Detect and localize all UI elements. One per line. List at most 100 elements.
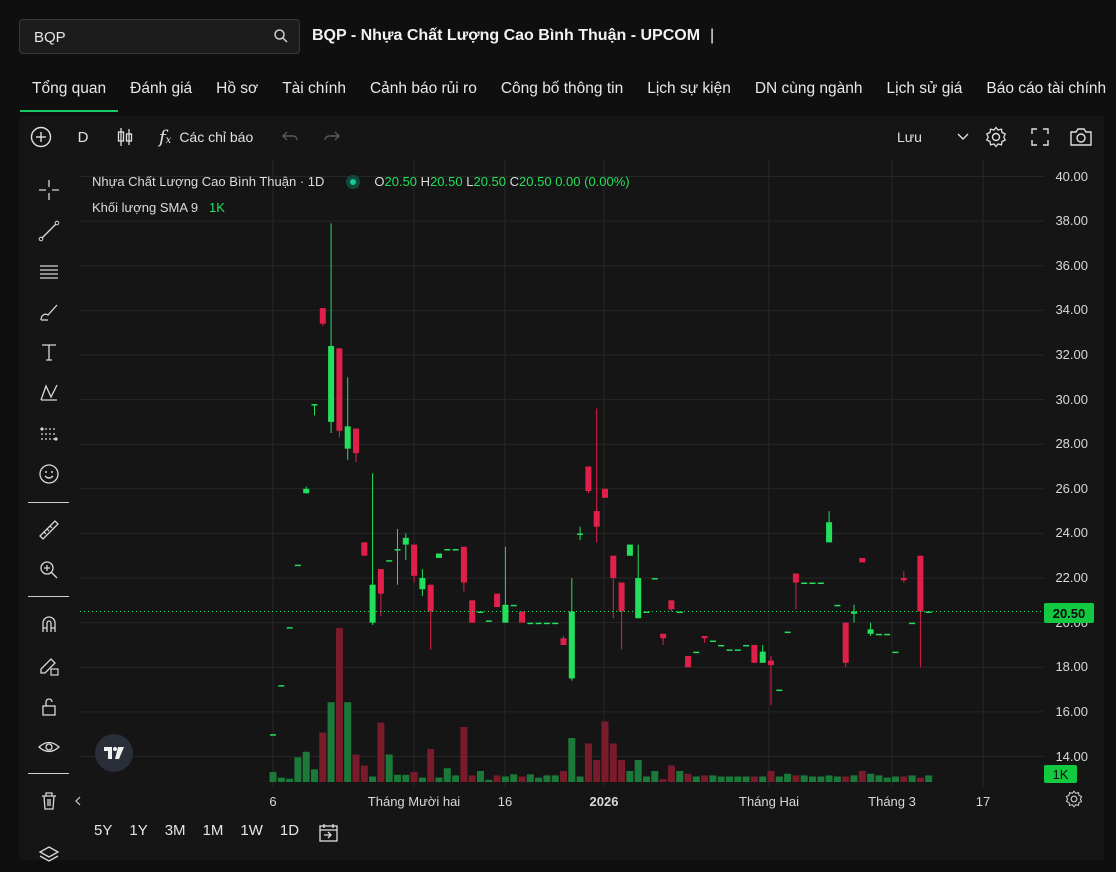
candle-body (386, 560, 393, 562)
candle-body (560, 638, 567, 645)
y-tick-label: 18.00 (1055, 659, 1088, 675)
tab-peers[interactable]: DN cùng ngành (754, 80, 863, 97)
magnet-tool[interactable] (35, 610, 63, 638)
candle-body (278, 685, 285, 687)
object-tree-tool[interactable] (35, 840, 63, 868)
crosshair-tool[interactable] (35, 176, 63, 204)
prediction-tool[interactable] (35, 420, 63, 448)
save-dropdown[interactable] (955, 125, 971, 149)
volume-bar (867, 773, 875, 782)
tab-profile[interactable]: Hồ sơ (216, 80, 259, 97)
chart-widget: D fx Các chỉ báo Lưu (19, 116, 1104, 862)
volume-bar (750, 776, 758, 782)
fib-tool[interactable] (35, 258, 63, 286)
pattern-tool[interactable] (35, 379, 63, 407)
tab-rating[interactable]: Đánh giá (130, 80, 193, 97)
candle-body (593, 511, 600, 527)
redo-button[interactable] (321, 125, 343, 149)
indicators-button[interactable]: fx Các chỉ báo (159, 125, 259, 149)
candle-body (660, 633, 667, 639)
candle-body (419, 578, 426, 590)
save-button[interactable]: Lưu (897, 129, 922, 145)
trend-line-icon (38, 220, 60, 242)
tab-overview[interactable]: Tổng quan (20, 70, 119, 112)
page-title: BQP - Nhựa Chất Lượng Cao Bình Thuận - U… (312, 27, 714, 45)
volume-bar (402, 774, 410, 782)
range-1m[interactable]: 1M (202, 822, 224, 839)
add-symbol-button[interactable] (29, 125, 53, 149)
price-chart[interactable] (80, 160, 1044, 788)
tab-risk-warning[interactable]: Cảnh báo rủi ro (369, 80, 477, 97)
screenshot-button[interactable] (1069, 125, 1093, 149)
tab-event-calendar[interactable]: Lịch sự kiện (647, 80, 731, 97)
emoji-tool[interactable] (35, 460, 63, 488)
interval-button[interactable]: D (77, 128, 89, 146)
x-tick-label: 17 (975, 794, 991, 809)
volume-bar (850, 775, 858, 782)
stock-search-box[interactable] (19, 19, 300, 55)
toolbar-divider (28, 773, 69, 774)
text-tool[interactable] (35, 338, 63, 366)
smiley-icon (39, 464, 59, 484)
range-5y[interactable]: 5Y (94, 822, 113, 839)
tab-finance[interactable]: Tài chính (282, 80, 346, 97)
horizontal-lines-icon (40, 265, 58, 279)
volume-bar (418, 777, 426, 782)
fullscreen-button[interactable] (1029, 125, 1051, 149)
pattern-icon (40, 384, 58, 401)
zoom-tool[interactable] (35, 556, 63, 584)
candle-type-button[interactable] (115, 125, 135, 149)
volume-bar (618, 760, 626, 782)
camera-icon (1070, 128, 1092, 146)
ruler-tool[interactable] (35, 516, 63, 544)
candle-body (851, 611, 857, 614)
volume-bar (593, 760, 601, 782)
volume-bar (518, 776, 526, 782)
price-axis[interactable]: 40.00 38.00 36.00 34.00 32.00 30.00 28.00 26.00… (1044, 160, 1104, 788)
volume-bar (286, 778, 294, 782)
tradingview-logo[interactable] (95, 734, 133, 772)
tab-financial-report[interactable]: Báo cáo tài chính (986, 80, 1107, 97)
magnet-icon (42, 616, 56, 632)
candle-body (925, 611, 932, 613)
candle-body (801, 582, 808, 584)
volume-bar (377, 722, 385, 782)
volume-bar (667, 765, 675, 782)
undo-button[interactable] (279, 125, 301, 149)
candle-body (294, 564, 301, 567)
range-1w[interactable]: 1W (240, 822, 263, 839)
delete-drawings-tool[interactable] (35, 787, 63, 815)
volume-bar (269, 772, 277, 782)
legend-change: 0.00 (0.00%) (555, 174, 630, 189)
time-axis[interactable]: 6 Tháng Mười hai 16 2026 Tháng Hai Tháng… (75, 788, 1044, 816)
tab-disclosure[interactable]: Công bố thông tin (500, 80, 624, 97)
range-3m[interactable]: 3M (164, 822, 186, 839)
candle-body (875, 633, 882, 636)
volume-bar (319, 732, 327, 782)
volume-bar (510, 774, 518, 782)
volume-legend: Khối lượng SMA 9 1K (92, 200, 225, 215)
axis-settings-button[interactable] (1065, 790, 1083, 813)
candle-body (328, 346, 335, 422)
gear-icon (1065, 790, 1083, 808)
settings-button[interactable] (984, 125, 1008, 149)
text-cursor: | (710, 27, 715, 44)
volume-bar (792, 775, 800, 782)
volume-bar (460, 727, 468, 782)
date-range-button[interactable] (318, 822, 340, 849)
search-icon[interactable] (273, 28, 289, 44)
hide-drawings-tool[interactable] (35, 733, 63, 761)
range-1d[interactable]: 1D (279, 822, 300, 839)
scroll-left-icon[interactable] (74, 796, 82, 806)
brush-tool[interactable] (35, 298, 63, 326)
candle-body (867, 629, 874, 634)
volume-bar (352, 754, 360, 782)
volume-bar (385, 754, 393, 782)
trend-line-tool[interactable] (35, 217, 63, 245)
lock-all-tool[interactable] (35, 693, 63, 721)
volume-bar (900, 776, 908, 782)
search-input[interactable] (32, 20, 266, 55)
lock-drawing-tool[interactable] (35, 652, 63, 680)
tab-price-history[interactable]: Lịch sử giá (886, 80, 963, 97)
range-1y[interactable]: 1Y (129, 822, 148, 839)
